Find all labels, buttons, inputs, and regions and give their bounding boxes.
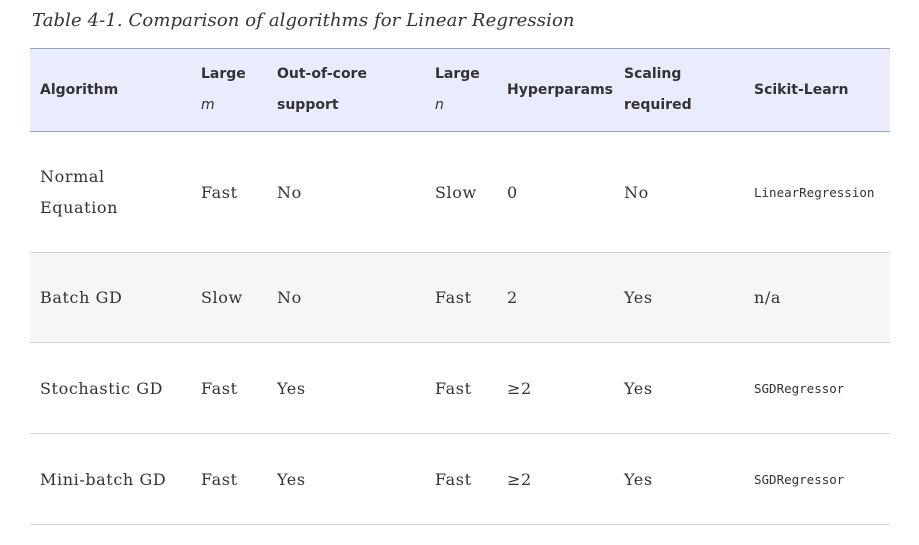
cell-large-n: Fast: [425, 342, 497, 434]
cell-scaling: Yes: [614, 342, 744, 434]
table-row-normal-equation: Normal Equation Fast No Slow 0 No Linear…: [30, 131, 890, 253]
cell-hyperparams: ≥2: [497, 342, 614, 434]
cell-algorithm-line1: Normal: [40, 167, 105, 186]
header-large-m-label: Large: [201, 66, 246, 82]
cell-algorithm: Stochastic GD: [30, 342, 191, 434]
cell-out-of-core: No: [267, 131, 425, 253]
table-header-row: Algorithm Large m Out-of-core support La…: [30, 48, 890, 132]
cell-large-m: Fast: [191, 131, 267, 253]
algorithm-comparison-table: Algorithm Large m Out-of-core support La…: [30, 48, 890, 525]
cell-large-m: Fast: [191, 342, 267, 434]
header-scaling-required: Scaling required: [614, 48, 744, 132]
table-row-stochastic-gd: Stochastic GD Fast Yes Fast ≥2 Yes SGDRe…: [30, 342, 890, 434]
cell-large-m: Fast: [191, 433, 267, 525]
header-scikit-learn-label: Scikit-Learn: [754, 81, 849, 98]
cell-hyperparams: ≥2: [497, 433, 614, 525]
cell-hyperparams: 0: [497, 131, 614, 253]
header-out-of-core-line2: support: [277, 97, 339, 113]
header-hyperparams: Hyperparams: [497, 48, 614, 132]
cell-out-of-core: Yes: [267, 342, 425, 434]
cell-scikit-learn: n/a: [744, 252, 890, 343]
header-out-of-core: Out-of-core support: [267, 48, 425, 132]
header-large-n-label: Large: [435, 66, 480, 82]
cell-algorithm: Mini-batch GD: [30, 433, 191, 525]
cell-hyperparams: 2: [497, 252, 614, 343]
cell-scikit-learn: SGDRegressor: [744, 433, 890, 525]
header-algorithm: Algorithm: [30, 48, 191, 132]
header-hyperparams-label: Hyperparams: [507, 81, 614, 98]
table-row-batch-gd: Batch GD Slow No Fast 2 Yes n/a: [30, 252, 890, 343]
cell-scaling: Yes: [614, 252, 744, 343]
header-large-m-variable: m: [201, 97, 215, 113]
cell-scikit-learn: SGDRegressor: [744, 342, 890, 434]
header-scaling-line1: Scaling: [624, 66, 682, 82]
cell-large-n: Slow: [425, 131, 497, 253]
cell-scikit-learn: LinearRegression: [744, 131, 890, 253]
header-large-n-variable: n: [435, 97, 444, 113]
cell-scaling: No: [614, 131, 744, 253]
cell-large-m: Slow: [191, 252, 267, 343]
cell-out-of-core: Yes: [267, 433, 425, 525]
cell-out-of-core: No: [267, 252, 425, 343]
header-algorithm-label: Algorithm: [40, 81, 119, 98]
cell-large-n: Fast: [425, 252, 497, 343]
cell-algorithm-line2: Equation: [40, 198, 119, 217]
cell-algorithm: Batch GD: [30, 252, 191, 343]
table-row-mini-batch-gd: Mini-batch GD Fast Yes Fast ≥2 Yes SGDRe…: [30, 433, 890, 525]
header-scaling-line2: required: [624, 97, 692, 113]
cell-scaling: Yes: [614, 433, 744, 525]
header-scikit-learn: Scikit-Learn: [744, 48, 890, 132]
header-large-m: Large m: [191, 48, 267, 132]
cell-large-n: Fast: [425, 433, 497, 525]
cell-algorithm: Normal Equation: [30, 131, 191, 253]
table-caption: Table 4-1. Comparison of algorithms for …: [32, 10, 575, 31]
header-large-n: Large n: [425, 48, 497, 132]
header-out-of-core-line1: Out-of-core: [277, 66, 367, 82]
